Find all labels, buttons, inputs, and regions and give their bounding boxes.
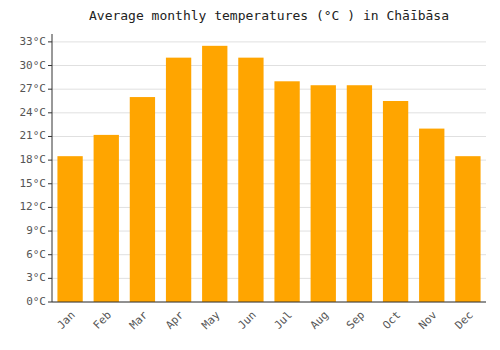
bar [166, 58, 191, 302]
grid-line [52, 89, 486, 90]
y-tick-label: 3°C [26, 271, 46, 284]
y-tick [48, 41, 52, 42]
x-tick-label: Jun [235, 309, 258, 332]
y-tick-label: 15°C [20, 177, 47, 190]
y-tick [48, 207, 52, 208]
bar [274, 81, 299, 302]
axes: 0°C 3°C 6°C 9°C 12°C 15°C 18°C 21°C 24°C 27°C 30°C… [20, 34, 487, 332]
bar [419, 129, 444, 302]
x-tick-label: Aug [308, 309, 331, 332]
y-tick-label: 30°C [20, 59, 47, 72]
x-tick-label: May [199, 308, 223, 332]
y-tick [48, 231, 52, 232]
y-tick-label: 24°C [20, 106, 47, 119]
y-tick [48, 112, 52, 113]
grid-line [52, 302, 486, 303]
y-tick [48, 183, 52, 184]
bar [202, 46, 227, 302]
x-tick-label: Jul [272, 309, 295, 332]
x-tick-label: Dec [452, 309, 475, 332]
x-tick-label: Jan [55, 309, 78, 332]
y-tick-label: 6°C [26, 248, 46, 261]
bar [130, 97, 155, 302]
x-tick-label: Sep [344, 309, 367, 332]
y-tick [48, 254, 52, 255]
grid-line [52, 41, 486, 42]
y-tick-label: 21°C [20, 129, 47, 142]
bar [347, 85, 372, 302]
bar [57, 156, 82, 302]
bars [57, 46, 480, 302]
y-tick [48, 65, 52, 66]
y-tick [48, 136, 52, 137]
bar [238, 58, 263, 302]
bar [94, 135, 119, 302]
y-axis-line [52, 34, 53, 302]
y-tick [48, 278, 52, 279]
x-tick-label: Feb [91, 309, 114, 332]
y-tick-label: 18°C [20, 153, 47, 166]
x-axis-line [52, 302, 486, 303]
bar [383, 101, 408, 302]
x-tick-label: Mar [127, 308, 151, 332]
y-tick-label: 27°C [20, 82, 47, 95]
grid [52, 42, 486, 302]
x-tick-label: Nov [416, 308, 440, 332]
bar [311, 85, 336, 302]
y-tick-label: 0°C [26, 295, 46, 308]
grid-line [52, 65, 486, 66]
y-tick-label: 33°C [20, 35, 47, 48]
chart-title: Average monthly temperatures (°C ) in Ch… [89, 8, 449, 23]
y-tick-label: 12°C [20, 200, 47, 213]
y-tick [48, 302, 52, 303]
y-tick [48, 160, 52, 161]
x-tick-label: Apr [163, 308, 187, 332]
y-tick [48, 89, 52, 90]
x-tick-label: Oct [380, 309, 403, 332]
grid-line [52, 112, 486, 113]
chart-container: 0°C 3°C 6°C 9°C 12°C 15°C 18°C 21°C 24°C 27°C 30°C… [0, 0, 500, 350]
bar [455, 156, 480, 302]
chart-svg: 0°C 3°C 6°C 9°C 12°C 15°C 18°C 21°C 24°C 27°C 30°C… [0, 0, 500, 350]
y-tick-label: 9°C [26, 224, 46, 237]
